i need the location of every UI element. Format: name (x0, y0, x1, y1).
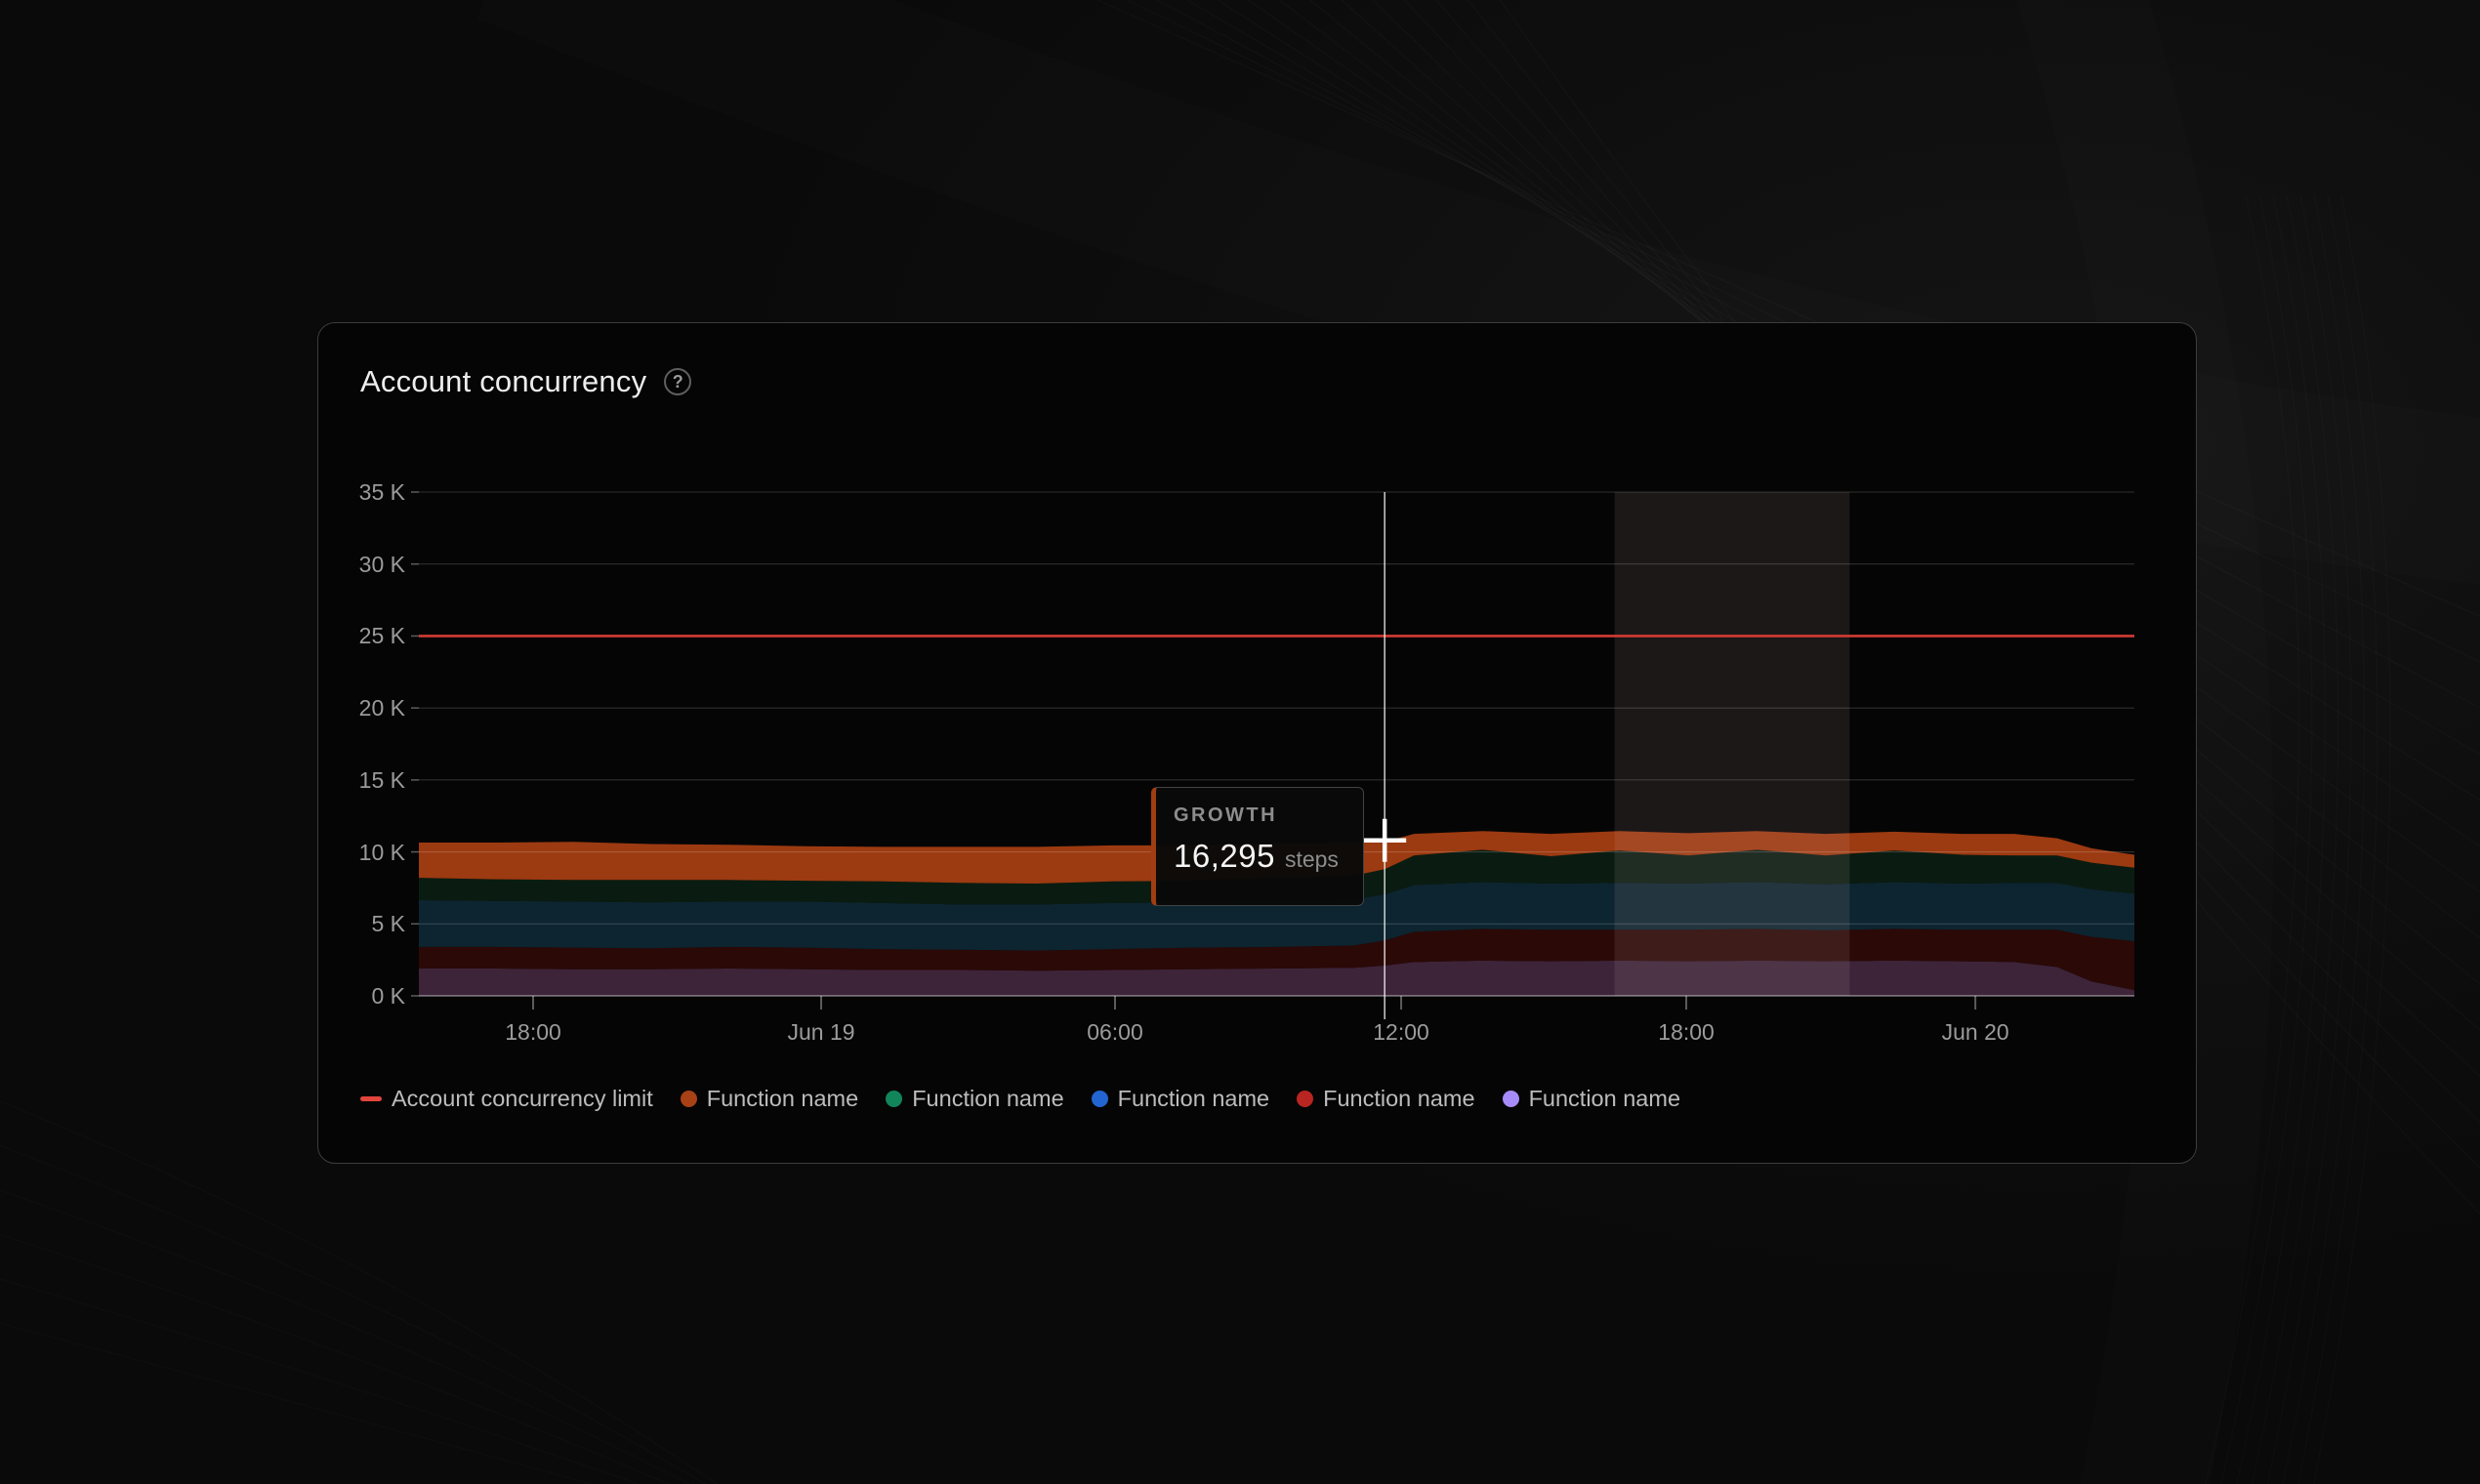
legend-label: Function name (706, 1085, 859, 1111)
decor-curve (0, 1183, 801, 1484)
area-series-1 (419, 928, 2134, 991)
decor-curve (0, 1228, 801, 1484)
help-glyph: ? (672, 371, 683, 392)
y-tick-label: 15 K (358, 766, 405, 793)
tooltip-unit: steps (1284, 846, 1339, 872)
tooltip-value: 16,295 (1174, 838, 1275, 874)
legend-item-1[interactable]: Function name (680, 1085, 859, 1112)
legend-item-5[interactable]: Function name (1502, 1085, 1681, 1112)
crosshair-cursor-icon (1363, 818, 1407, 862)
page-title: Account concurrency (360, 364, 647, 398)
help-icon[interactable]: ? (664, 368, 692, 395)
chart-tooltip: GROWTH 16,295 steps (1151, 787, 1364, 906)
legend-dot-icon (1502, 1090, 1519, 1107)
x-tick-label: 06:00 (1087, 1019, 1143, 1045)
decor-curve (2275, 195, 2364, 1484)
decor-curve (0, 1318, 801, 1484)
legend-dot-icon (1091, 1090, 1108, 1107)
legend-dot-icon (886, 1090, 903, 1107)
x-tick-label: 12:00 (1373, 1019, 1429, 1045)
x-tick-label: 18:00 (1658, 1019, 1715, 1045)
legend-label: Account concurrency limit (392, 1085, 653, 1111)
legend-item-3[interactable]: Function name (1091, 1085, 1270, 1112)
chart-legend: Account concurrency limit Function name Fu… (360, 1081, 1680, 1116)
legend-dot-icon (680, 1090, 697, 1107)
x-tick-label: Jun 20 (1941, 1019, 2009, 1045)
decor-curve (2244, 195, 2338, 1484)
legend-label: Function name (912, 1085, 1064, 1111)
legend-label: Function name (1323, 1085, 1475, 1111)
chart-plot-area[interactable] (411, 491, 2134, 1019)
decor-curve (2212, 195, 2312, 1484)
decor-curve (2291, 195, 2377, 1484)
decor-curve (0, 1138, 801, 1484)
legend-item-2[interactable]: Function name (886, 1085, 1064, 1112)
legend-dot-icon (1297, 1090, 1314, 1107)
area-series-0 (419, 960, 2134, 996)
area-series-3 (419, 849, 2134, 905)
x-tick-label: Jun 19 (787, 1019, 855, 1045)
y-tick-label: 30 K (358, 551, 405, 577)
legend-item-4[interactable]: Function name (1297, 1085, 1475, 1112)
tooltip-series-label: GROWTH (1174, 804, 1278, 826)
area-series-2 (419, 882, 2134, 951)
account-concurrency-card: Account concurrency ? 0 K 5 K 10 K 15 K 20 K… (317, 322, 2197, 1164)
y-tick-label: 10 K (358, 839, 405, 865)
x-tick-label: 18:00 (505, 1019, 561, 1045)
decor-curve (2228, 195, 2325, 1484)
decor-curve (0, 1273, 801, 1484)
y-tick-label: 20 K (358, 695, 405, 721)
legend-label: Function name (1528, 1085, 1681, 1111)
y-tick-label: 0 K (371, 983, 405, 1009)
y-tick-label: 25 K (358, 623, 405, 649)
legend-label: Function name (1117, 1085, 1270, 1111)
decor-curve (2259, 195, 2351, 1484)
y-tick-label: 5 K (371, 911, 405, 937)
tooltip-value-row: 16,295 steps (1174, 838, 1345, 875)
highlight-band (1614, 492, 1850, 996)
y-tick-label: 35 K (358, 479, 405, 505)
decor-curve (2306, 195, 2390, 1484)
legend-dash-icon (360, 1095, 382, 1101)
legend-item-0[interactable]: Account concurrency limit (360, 1086, 653, 1112)
decor-curve (2197, 195, 2299, 1484)
card-header: Account concurrency ? (360, 364, 692, 399)
